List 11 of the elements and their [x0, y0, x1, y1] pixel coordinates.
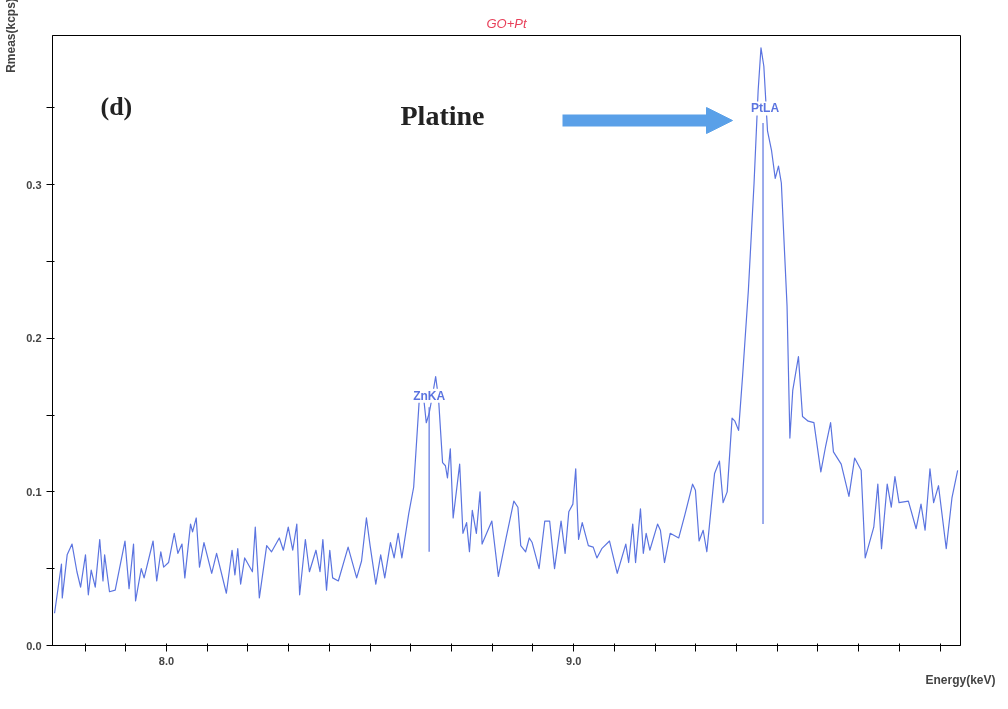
x-axis-title: Energy(keV) — [925, 672, 996, 687]
annotation: (d) — [100, 91, 133, 121]
annotation: PtLA — [751, 101, 780, 116]
y-tick-label: 0.1 — [26, 485, 42, 498]
chart-title: GO+Pt — [486, 15, 528, 31]
y-tick-label: 0.2 — [26, 332, 42, 345]
y-tick-label: 0.3 — [26, 178, 42, 191]
x-tick-label: 8.0 — [158, 654, 175, 667]
annotation: Platine — [400, 99, 485, 131]
y-tick-label: 0.0 — [26, 639, 42, 652]
x-tick-label: 9.0 — [566, 654, 582, 667]
